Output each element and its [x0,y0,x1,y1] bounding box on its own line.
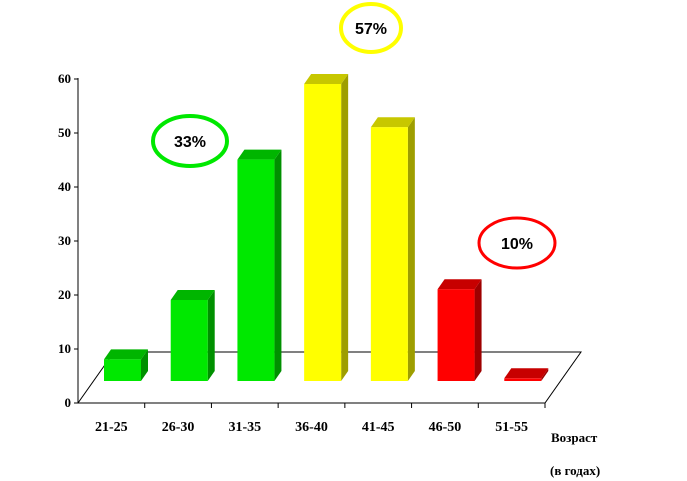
x-tick-label: 26-30 [162,420,195,435]
x-axis-title-line2: (в годах) [550,463,600,478]
bar-front [504,378,542,381]
bar-side [474,279,482,381]
bar [237,149,282,381]
bar-front [104,359,141,381]
bar [304,74,349,381]
bar-top [304,74,349,84]
bar [370,117,415,381]
y-tick-label: 10 [58,341,71,356]
bar-front [437,289,475,381]
y-tick-group: 0 10 20 30 40 50 60 [58,71,78,410]
bar [104,349,148,381]
bar [504,368,549,381]
annotation-label-red: 10% [501,236,533,253]
x-tick-label: 46-50 [429,420,462,435]
annotation-ellipse-green [151,114,229,168]
bar [170,290,215,381]
annotation-label-yellow: 57% [355,21,387,38]
y-tick-label: 60 [58,71,71,86]
annotation-57: 57% [339,2,403,54]
x-tick-label: 21-25 [95,420,128,435]
x-tick-group [144,403,546,408]
x-axis-title-line1: Возраст [551,430,598,445]
bar-top [437,279,482,290]
bar-top [104,349,148,360]
x-tick-label: 31-35 [228,420,261,435]
annotation-10: 10% [477,216,557,270]
y-tick-label: 50 [58,125,71,140]
x-tick-label: 36-40 [295,420,328,435]
x-tick-label: 51-55 [495,420,528,435]
bar-front [237,159,275,381]
bar-side [141,349,148,381]
bar-front [304,84,342,381]
bar-top [504,368,549,379]
bar-side [541,368,549,381]
annotation-33: 33% [151,114,229,168]
bar-side [274,149,282,381]
y-tick-label: 0 [65,395,72,410]
annotation-ellipse-red [477,216,557,270]
bar-top [170,290,215,300]
annotation-ellipse-yellow [339,2,403,54]
bars-group [104,74,549,381]
category-labels: 21-25 26-30 31-35 36-40 41-45 46-50 51-55 [95,420,528,435]
bar-front [170,300,208,381]
bar-side [407,117,415,381]
floor-plane [77,351,582,404]
y-tick-label: 20 [58,287,71,302]
bar-side [341,74,349,381]
bar [437,279,482,381]
y-tick-label: 30 [58,233,71,248]
annotation-label-green: 33% [174,134,206,151]
x-tick-label: 41-45 [362,420,395,435]
bar-top [370,117,415,128]
bar-front [370,127,408,381]
bar-top [237,149,282,160]
bar-side [207,290,215,381]
y-tick-label: 40 [58,179,71,194]
